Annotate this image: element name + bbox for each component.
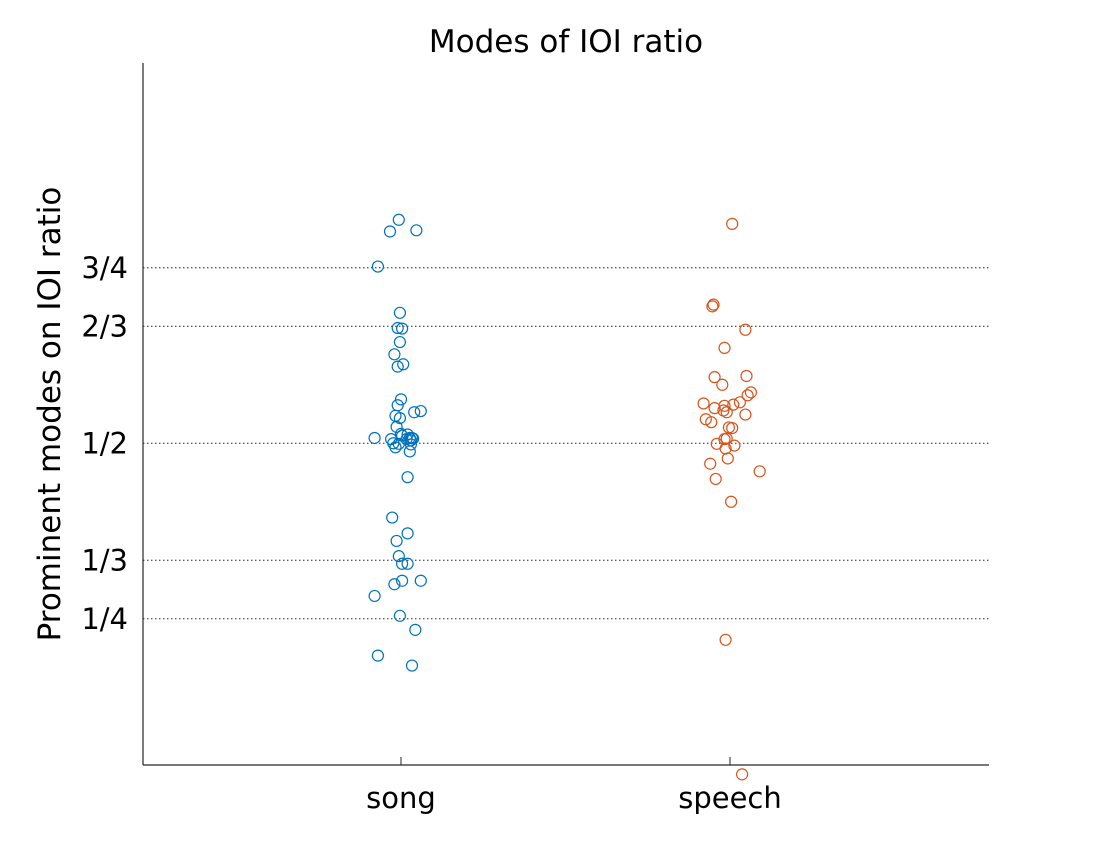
data-point-speech <box>719 633 732 646</box>
y-tick-label: 1/2 <box>81 426 128 460</box>
data-point-song <box>396 322 409 335</box>
data-point-speech <box>720 406 733 419</box>
y-tick-label: 2/3 <box>81 309 128 343</box>
data-point-speech <box>735 768 749 781</box>
data-point-song <box>394 393 408 406</box>
data-point-speech <box>705 416 718 429</box>
data-point-song <box>414 404 427 418</box>
data-point-song <box>404 438 417 451</box>
data-point-speech <box>724 495 738 508</box>
data-point-song <box>409 623 422 636</box>
data-point-song <box>403 445 416 458</box>
data-point-song <box>391 321 404 335</box>
data-point-song <box>392 550 405 563</box>
data-point-speech <box>728 439 741 452</box>
data-point-song <box>368 431 381 445</box>
data-point-song <box>414 574 427 587</box>
data-point-song <box>388 578 401 591</box>
grid-lines <box>143 267 989 620</box>
data-point-song <box>392 213 405 226</box>
data-point-speech <box>739 408 752 421</box>
chart-title: Modes of IOI ratio <box>429 24 703 60</box>
y-tick-labels: 1/4 1/3 1/2 2/3 3/4 <box>81 251 128 636</box>
data-point-speech <box>739 323 752 336</box>
data-point-speech <box>707 298 720 311</box>
axes <box>142 63 989 766</box>
data-point-speech <box>727 398 740 411</box>
data-point-song <box>408 406 421 419</box>
data-point-song <box>391 360 404 373</box>
data-point-speech <box>740 369 753 383</box>
data-point-speech <box>716 378 729 391</box>
data-point-song <box>410 224 423 237</box>
data-point-song <box>386 511 399 524</box>
data-point-song <box>393 411 406 425</box>
data-point-song <box>371 649 384 662</box>
data-point-speech <box>708 402 721 415</box>
data-point-speech <box>726 421 739 435</box>
data-point-speech <box>697 397 710 410</box>
data-point-song <box>396 557 409 570</box>
data-point-speech <box>706 300 719 313</box>
y-tick-label: 3/4 <box>81 251 128 285</box>
data-point-speech <box>733 396 747 409</box>
data-point-speech <box>704 457 717 470</box>
data-point-song <box>407 432 420 445</box>
data-point-song <box>371 260 384 273</box>
data-point-speech <box>721 452 734 465</box>
data-point-speech <box>741 389 754 402</box>
data-point-speech <box>720 432 733 445</box>
y-tick-label: 1/3 <box>81 543 128 577</box>
data-point-song <box>393 306 406 319</box>
data-point-song <box>396 574 409 587</box>
x-tick-label-song: song <box>366 781 436 815</box>
y-tick-label: 1/4 <box>81 602 128 636</box>
data-point-speech <box>753 465 766 478</box>
data-point-song <box>390 420 403 433</box>
data-point-song <box>393 335 406 349</box>
data-point-speech <box>718 341 731 354</box>
data-point-song <box>368 589 381 603</box>
data-point-song <box>401 557 414 570</box>
data-point-song <box>389 441 402 454</box>
data-point-song <box>401 527 414 540</box>
y-axis-label: Prominent modes on IOI ratio <box>32 187 68 642</box>
data-point-speech <box>726 217 739 230</box>
data-points <box>368 213 766 781</box>
data-point-song <box>390 534 403 548</box>
x-tick-label-speech: speech <box>678 781 782 815</box>
data-point-speech <box>708 371 721 384</box>
data-point-song <box>405 659 419 672</box>
data-point-song <box>397 358 410 371</box>
data-point-song <box>393 609 406 622</box>
data-point-speech <box>709 472 722 486</box>
data-point-song <box>401 471 414 484</box>
data-point-song <box>388 348 401 361</box>
data-point-song <box>383 225 397 238</box>
x-tick-labels: song speech <box>366 757 782 815</box>
data-point-speech <box>744 386 758 399</box>
